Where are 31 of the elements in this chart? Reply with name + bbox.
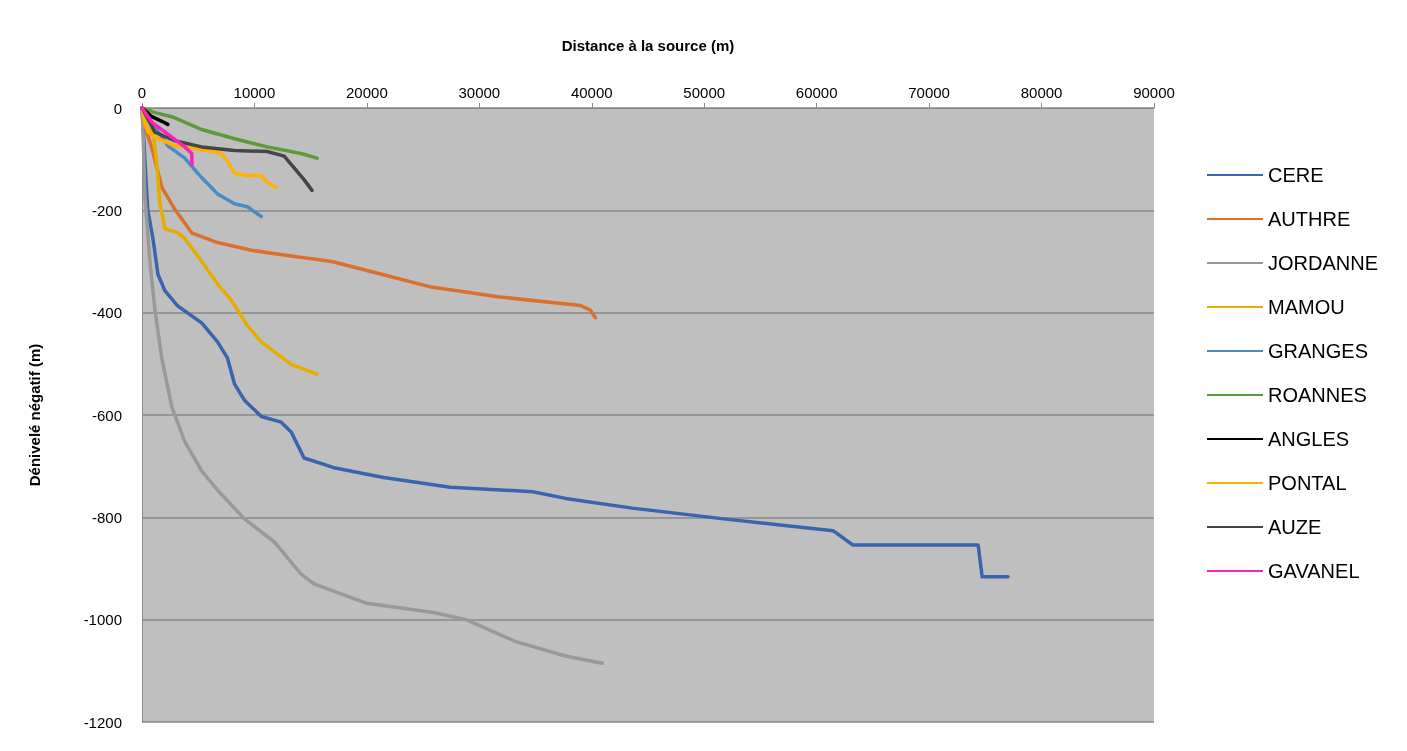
legend-label: PONTAL [1267,472,1347,494]
x-tick-label: 40000 [570,84,613,101]
line-series [140,106,194,167]
legend-label: GRANGES [1267,340,1369,362]
legend-label: AUTHRE [1267,208,1351,230]
x-tick-label: 90000 [1133,84,1175,101]
y-tick-label: -400 [91,304,122,322]
x-tick-label: 60000 [795,84,838,101]
y-tick-label: -600 [91,406,122,424]
legend-label: ROANNES [1267,384,1367,406]
legend-label: MAMOU [1267,296,1345,318]
y-tick-label: 0 [113,99,122,117]
x-tick-label: 30000 [458,84,501,101]
legend-label: GAVANEL [1267,560,1360,582]
line-series [140,106,319,376]
x-tick-label: 50000 [683,84,726,101]
y-tick-label: -1000 [83,611,122,629]
legend-label: JORDANNE [1267,252,1379,274]
legend-label: AUZE [1267,516,1322,538]
x-tick-label: 20000 [346,84,388,101]
x-tick-label: 70000 [908,84,950,101]
y-tick-label: -200 [91,201,122,219]
legend-label: CERE [1267,164,1324,186]
x-axis-title: Distance à la source (m) [561,37,735,54]
x-tick-label: 0 [137,84,147,101]
legend-label: ANGLES [1267,428,1350,450]
y-tick-label: -800 [91,508,122,526]
y-axis-title: Dénivelé négatif (m) [26,343,43,487]
x-tick-label: 80000 [1020,84,1063,101]
y-tick-label: -1200 [83,713,122,731]
x-tick-label: 10000 [233,84,276,101]
